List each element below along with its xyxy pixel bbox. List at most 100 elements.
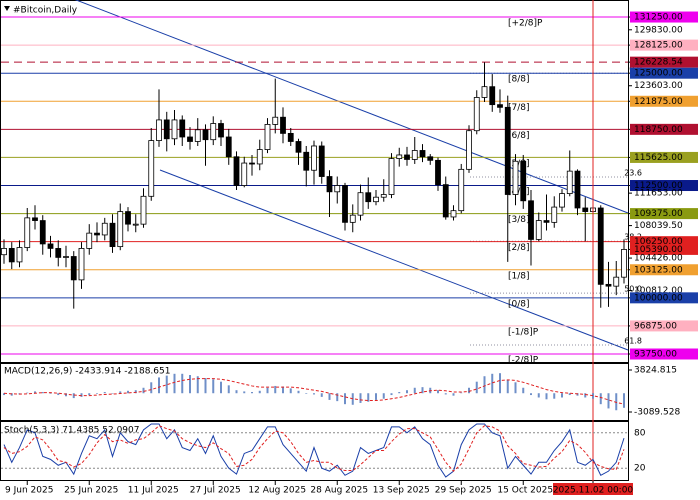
- y-tick-label: 80: [634, 428, 646, 438]
- macd-bar: [65, 393, 67, 397]
- candle-body: [404, 154, 410, 160]
- murrey-label: [4/8]: [508, 187, 530, 197]
- candle-body: [264, 124, 271, 150]
- candle-body: [125, 211, 131, 225]
- x-tick-label: 12 Aug 2025: [248, 486, 306, 496]
- candle-body: [225, 136, 232, 158]
- candle-body: [326, 176, 333, 193]
- macd-bar: [57, 393, 60, 396]
- macd-bar: [134, 390, 137, 394]
- candle-body: [295, 141, 302, 153]
- macd-bar: [189, 375, 191, 394]
- murrey-label: [5/8]: [508, 159, 530, 169]
- y-tick-box: [630, 320, 698, 332]
- macd-bar: [553, 393, 556, 399]
- candle-body: [39, 220, 46, 245]
- stoch-panel: [0, 421, 629, 481]
- macd-bar: [584, 393, 587, 398]
- candle-body: [249, 162, 255, 165]
- candle-body: [101, 222, 108, 236]
- candle-body: [202, 129, 209, 141]
- candle-body: [32, 217, 38, 221]
- y-tick-label: 111653.00: [634, 189, 683, 199]
- macd-bar: [220, 381, 222, 394]
- candle-body: [16, 247, 23, 263]
- macd-bar: [506, 379, 509, 394]
- candle-body: [450, 210, 457, 218]
- macd-bar: [514, 382, 517, 394]
- stoch-k: [3, 423, 625, 478]
- candle-body: [311, 145, 317, 171]
- macd-bar: [375, 393, 377, 400]
- murrey-label: [-1/8]P: [508, 327, 539, 337]
- macd-bar: [266, 387, 269, 394]
- candle-body: [179, 119, 186, 138]
- macd-bar: [111, 393, 114, 394]
- trend-channel-lower: [159, 169, 629, 351]
- candle-body: [597, 207, 604, 285]
- candle-body: [388, 158, 395, 195]
- murrey-label: [-2/8]P: [508, 356, 539, 366]
- macd-bar: [10, 393, 13, 396]
- macd-bar: [382, 393, 385, 399]
- candle-body: [380, 194, 387, 198]
- candle-body: [70, 256, 77, 281]
- x-tick-label: 25 Jun 2025: [64, 486, 118, 496]
- macd-bar: [530, 393, 532, 396]
- y-tick-box: [630, 180, 698, 192]
- candle-body: [543, 220, 550, 223]
- candle-body: [342, 185, 348, 223]
- macd-bar: [460, 392, 463, 394]
- candle-body: [78, 248, 85, 281]
- macd-bar: [390, 393, 393, 396]
- macd-bar: [282, 386, 284, 394]
- candle-body: [442, 184, 449, 218]
- macd-bar: [181, 373, 184, 394]
- candle-body: [210, 123, 217, 141]
- macd-bar: [49, 393, 52, 394]
- y-tick-label: 121875.00: [634, 97, 683, 107]
- macd-bar: [103, 392, 106, 394]
- macd-bar: [158, 377, 160, 394]
- candle-body: [357, 192, 364, 216]
- macd-bar: [623, 393, 625, 408]
- y-tick-label: 20: [634, 464, 646, 474]
- main-panel: [0, 0, 629, 363]
- macd-bar: [475, 381, 478, 394]
- x-tick-label: 9 Jun 2025: [5, 486, 53, 496]
- macd-bar: [251, 392, 253, 394]
- macd-bar: [227, 385, 230, 394]
- y-tick-box: [630, 123, 698, 135]
- candle-body: [47, 243, 54, 249]
- candle-body: [86, 232, 93, 249]
- macd-bar: [235, 390, 238, 394]
- macd-bar: [313, 393, 315, 395]
- macd-bar: [344, 393, 346, 405]
- candle-body: [528, 200, 534, 240]
- macd-bar: [499, 373, 501, 394]
- candle-body: [613, 276, 620, 287]
- trend-channel-upper: [74, 0, 629, 214]
- candle-body: [171, 119, 178, 140]
- candle-body: [280, 116, 286, 134]
- macd-bar: [421, 387, 424, 394]
- y-tick-label: 93750.00: [634, 350, 677, 360]
- macd-bar: [165, 375, 168, 394]
- y-tick-box: [630, 11, 698, 23]
- macd-bar: [34, 391, 36, 394]
- fibo-label: 23.6: [624, 169, 642, 178]
- y-tick-box: [630, 67, 698, 79]
- y-tick-label: 3824.815: [634, 366, 677, 376]
- macd-bar: [568, 393, 571, 396]
- candle-body: [574, 170, 581, 209]
- murrey-label: [6/8]: [508, 131, 530, 141]
- macd-bar: [491, 373, 494, 394]
- murrey-label: [+2/8]P: [508, 19, 543, 29]
- macd-bar: [561, 393, 563, 398]
- candle-body: [396, 154, 403, 159]
- macd-bar: [297, 390, 300, 394]
- candle-body: [233, 156, 240, 186]
- cursor-label-box: [553, 483, 633, 495]
- macd-bar: [173, 373, 176, 394]
